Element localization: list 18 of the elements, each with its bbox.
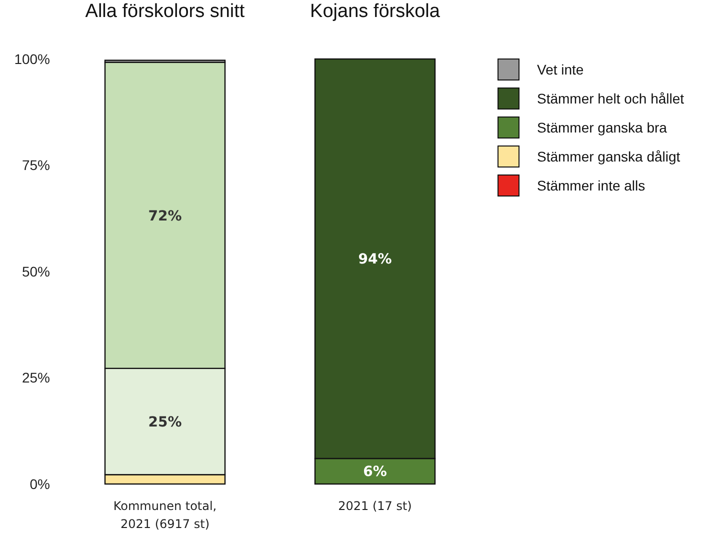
- legend-label: Stämmer ganska bra: [537, 119, 668, 136]
- legend-label: Stämmer inte alls: [537, 177, 646, 194]
- y-tick-label: 75%: [22, 157, 50, 174]
- legend-label: Vet inte: [537, 61, 584, 78]
- annotation: Alla förskolors snitt: [85, 1, 246, 22]
- y-tick-label: 50%: [22, 263, 50, 280]
- legend-label: Stämmer ganska dåligt: [537, 148, 680, 164]
- y-tick-label: 100%: [14, 50, 50, 67]
- y-tick-label: 25%: [22, 370, 50, 386]
- y-tick-label: 0%: [30, 476, 50, 492]
- legend-label: Stämmer helt och hållet: [537, 90, 684, 106]
- data-label: 6%: [363, 464, 387, 480]
- x-tick-label: Kommunen total, 2021 (6917 st): [113, 499, 217, 531]
- x-tick-label: 2021 (17 st): [338, 499, 412, 513]
- data-label: 94%: [358, 252, 392, 268]
- annotation: Kojans förskola: [310, 1, 440, 22]
- data-label: 72%: [148, 208, 182, 224]
- data-label: 25%: [148, 414, 182, 430]
